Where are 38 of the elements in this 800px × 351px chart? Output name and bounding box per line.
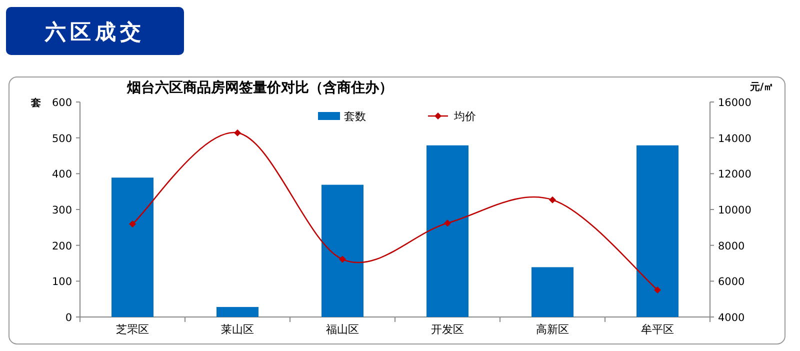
y2-tick-label: 16000 [718, 97, 752, 109]
chart-subtitle: 烟台六区商品房网签量价对比（含商住办） [126, 79, 393, 96]
y-tick-label: 100 [52, 276, 72, 288]
chart-title: 六区成交 [44, 20, 145, 44]
bar [112, 178, 154, 317]
y-axis-title: 套 [30, 97, 41, 109]
bar [216, 306, 258, 317]
y-tick-label: 0 [65, 312, 72, 324]
legend-label: 套数 [344, 110, 366, 123]
point [339, 256, 346, 263]
legend-label: 均价 [453, 110, 476, 123]
y2-tick-label: 6000 [718, 276, 745, 288]
y-tick-label: 300 [52, 204, 72, 216]
point [549, 196, 556, 204]
y-tick-label: 200 [52, 240, 72, 252]
y2-tick-label: 10000 [718, 204, 752, 216]
bar [426, 145, 468, 317]
x-tick-label: 高新区 [536, 323, 569, 336]
y-tick-label: 500 [52, 132, 72, 145]
bar [636, 145, 678, 317]
point [444, 220, 451, 227]
y2-tick-label: 12000 [718, 168, 752, 181]
y2-axis-title: 元/㎡ [749, 81, 774, 93]
x-tick-label: 牟平区 [641, 323, 674, 336]
bar [322, 184, 364, 317]
point [654, 286, 661, 294]
bar [532, 267, 574, 317]
x-tick-label: 莱山区 [221, 323, 254, 336]
point [234, 129, 241, 136]
y2-tick-label: 8000 [718, 240, 745, 252]
y2-tick-label: 14000 [718, 132, 752, 145]
x-tick-label: 开发区 [431, 323, 464, 336]
y-tick-label: 400 [52, 168, 72, 181]
y2-tick-label: 4000 [718, 312, 745, 324]
x-tick-label: 福山区 [326, 323, 359, 336]
x-tick-label: 芝罘区 [116, 323, 149, 336]
point [129, 220, 136, 228]
y-tick-label: 600 [52, 97, 72, 109]
